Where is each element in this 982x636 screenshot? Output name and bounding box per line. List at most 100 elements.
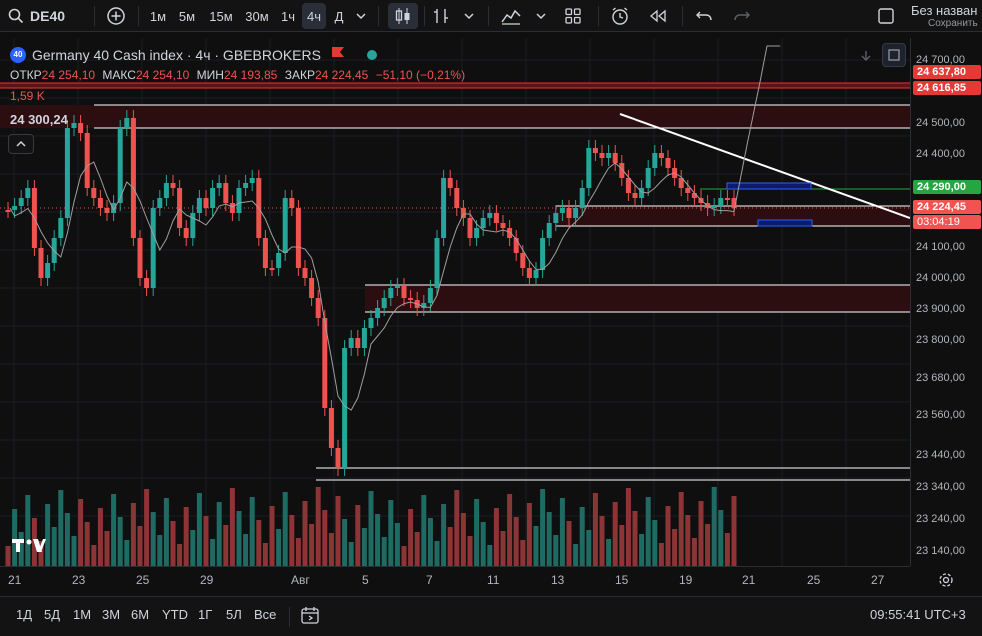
volume-bar [71, 536, 77, 566]
trend-line [619, 113, 910, 219]
candle-body [586, 148, 592, 188]
range-1y[interactable]: 1Г [198, 607, 213, 622]
gear-icon [939, 573, 953, 587]
time-tick: 13 [551, 573, 565, 587]
candle-body [480, 218, 486, 228]
area-chart-dropdown[interactable] [532, 3, 550, 29]
volume-bar [474, 499, 480, 566]
candle-body [454, 188, 460, 208]
candle-body [249, 178, 255, 183]
candle-body [493, 213, 499, 223]
volume-bar [45, 504, 51, 566]
interval-dropdown[interactable] [352, 3, 370, 29]
volume-bar [348, 542, 354, 566]
volume-bar [573, 544, 579, 566]
volume-bar [328, 533, 334, 566]
volume-bar [309, 524, 315, 566]
range-5y[interactable]: 5Л [226, 607, 242, 622]
volume-bar [203, 516, 209, 566]
candle-body [282, 198, 288, 253]
volume-bar [606, 539, 612, 566]
volume-bar [579, 507, 585, 566]
clock-timezone[interactable]: 09:55:41 UTC+3 [870, 607, 966, 622]
layout-name[interactable]: Без назван [911, 3, 978, 18]
interval-1h[interactable]: 1ч [280, 8, 295, 24]
candle-body [216, 183, 222, 188]
price-tag-last[interactable]: 24 224,45 [913, 200, 981, 214]
interval-30m[interactable]: 30м [245, 8, 269, 24]
candle-body [625, 178, 631, 193]
time-tick: 29 [200, 573, 214, 587]
interval-1m[interactable]: 1м [149, 8, 167, 24]
price-tag-level-3[interactable]: 24 290,00 [913, 180, 981, 194]
chart-pane[interactable]: 40 Germany 40 Cash index · 4ч · GBEBROKE… [0, 38, 910, 566]
range-all[interactable]: Все [254, 607, 277, 622]
maximize-icon [888, 49, 900, 61]
volume-bar [104, 531, 110, 566]
interval-1d[interactable]: Д [334, 8, 344, 24]
ohlc-low-value: 24 193,85 [223, 68, 278, 82]
market-status-dot[interactable] [366, 49, 377, 60]
indicators-dropdown[interactable] [460, 3, 478, 29]
symbol-search[interactable]: DE40 [4, 3, 76, 29]
candle-body [177, 188, 183, 228]
volume-bar [520, 540, 526, 566]
download-button[interactable] [856, 46, 876, 66]
volume-bar [262, 543, 268, 566]
candle-body [236, 188, 242, 213]
chevron-down-icon [356, 13, 366, 20]
volume-bar [639, 534, 645, 566]
compare-symbol-button[interactable] [104, 3, 128, 29]
candle-body [711, 206, 717, 208]
candle-body [302, 268, 308, 278]
volume-bar [487, 545, 493, 566]
volume-bar [401, 546, 407, 566]
ohlc-low-label: МИН [196, 68, 224, 82]
chart-type-button[interactable] [388, 3, 418, 29]
candle-body [144, 278, 150, 288]
volume-bar [612, 502, 618, 566]
volume-bar [315, 487, 321, 566]
layout-button[interactable] [872, 3, 900, 29]
candle-body [328, 408, 334, 448]
plus-circle-icon [107, 7, 125, 25]
interval-5m[interactable]: 5м [178, 8, 196, 24]
flag-icon[interactable] [331, 46, 345, 63]
volume-bar [526, 503, 532, 566]
area-chart-button[interactable] [498, 3, 524, 29]
price-axis[interactable]: 24 700,00 24 500,00 24 400,00 24 100,00 … [910, 38, 982, 566]
volume-bar [724, 533, 730, 566]
range-3m[interactable]: 3М [102, 607, 121, 622]
goto-date-button[interactable] [300, 605, 320, 630]
candle-body [645, 168, 651, 188]
price-tag-level-2[interactable]: 24 616,85 [913, 81, 981, 95]
volume-bar [559, 498, 565, 566]
redo-button[interactable] [728, 3, 756, 29]
range-1m[interactable]: 1М [73, 607, 92, 622]
candle-body [639, 188, 645, 198]
interval-4h[interactable]: 4ч [302, 3, 326, 29]
undo-button[interactable] [690, 3, 718, 29]
range-ytd[interactable]: YTD [162, 607, 188, 622]
maximize-pane-button[interactable] [882, 43, 906, 67]
save-button[interactable]: Сохранить [928, 18, 978, 29]
time-tick: 19 [679, 573, 693, 587]
legend-title[interactable]: Germany 40 Cash index · 4ч · GBEBROKERS [32, 46, 321, 63]
templates-button[interactable] [560, 3, 586, 29]
chart-settings-button[interactable] [934, 570, 958, 590]
range-1d[interactable]: 1Д [16, 607, 33, 622]
replay-button[interactable] [644, 3, 672, 29]
price-tag-level-1[interactable]: 24 637,80 [913, 65, 981, 79]
price-tick: 23 240,00 [916, 513, 965, 525]
range-5d[interactable]: 5Д [44, 607, 61, 622]
range-6m[interactable]: 6М [131, 607, 150, 622]
candle-body [381, 298, 387, 308]
collapse-legend-button[interactable] [8, 134, 34, 154]
interval-15m[interactable]: 15м [209, 8, 233, 24]
volume-bar [592, 493, 598, 566]
volume-bar [243, 534, 249, 566]
time-axis[interactable]: 21 23 25 29 Авг 5 7 11 13 15 19 21 25 27 [0, 566, 910, 592]
indicators-button[interactable] [428, 3, 454, 29]
alert-button[interactable] [606, 3, 634, 29]
chart-canvas[interactable] [0, 38, 910, 566]
